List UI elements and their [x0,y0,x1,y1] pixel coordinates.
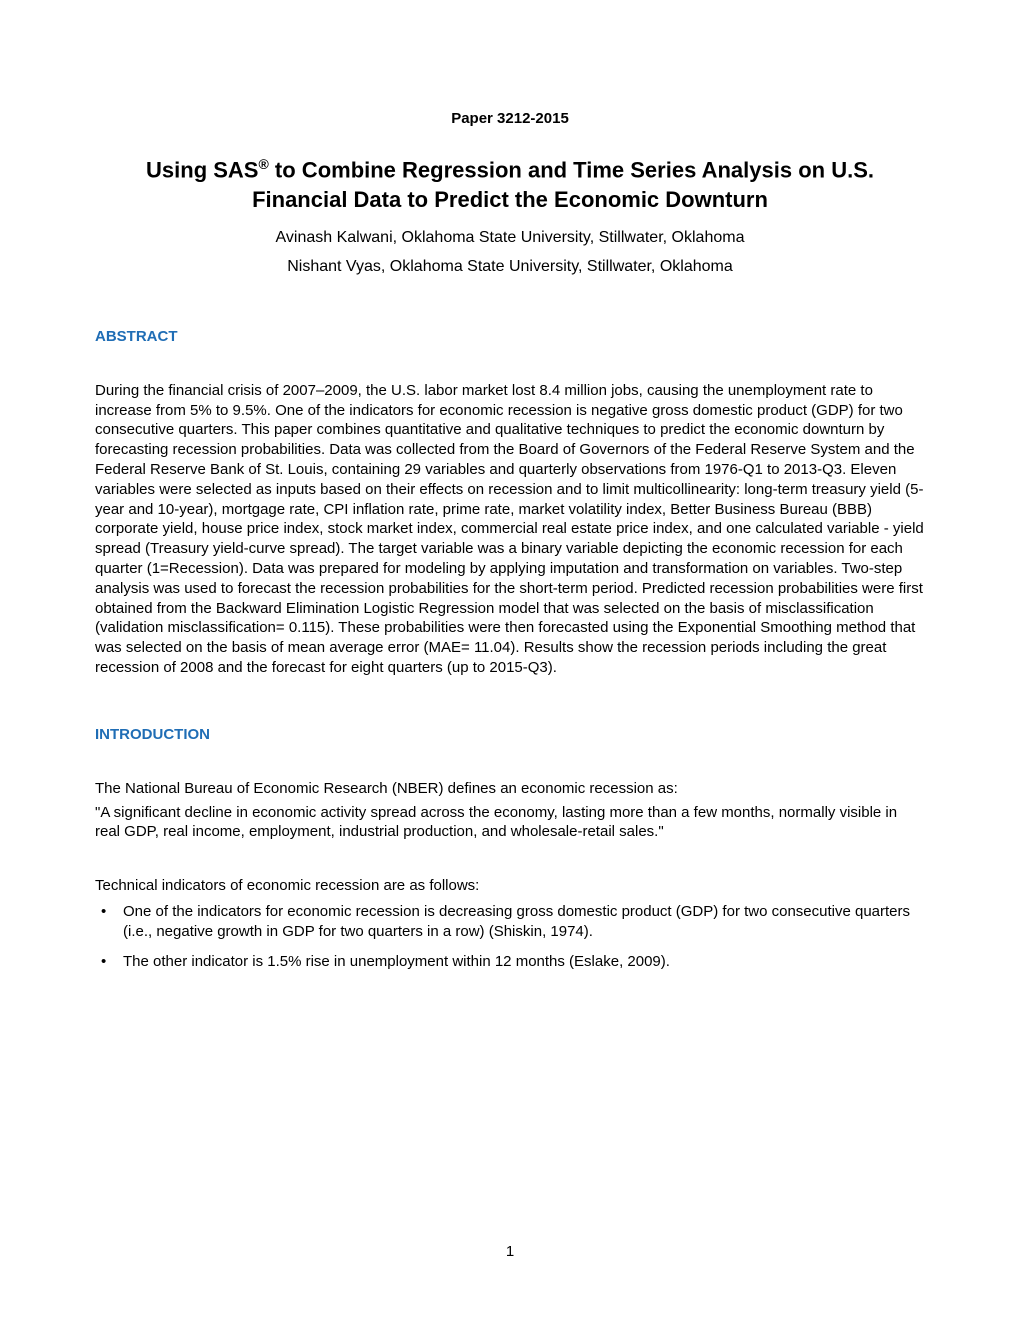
intro-para-3: Technical indicators of economic recessi… [95,876,925,896]
author-2: Nishant Vyas, Oklahoma State University,… [95,254,925,280]
intro-para-2: "A significant decline in economic activ… [95,803,925,843]
paper-title: Using SAS® to Combine Regression and Tim… [95,155,925,215]
title-text-1: Using SAS [146,157,258,182]
indicator-list: One of the indicators for economic reces… [95,902,925,971]
abstract-heading: ABSTRACT [95,328,925,345]
title-superscript: ® [258,156,268,172]
introduction-heading: INTRODUCTION [95,726,925,743]
author-1: Avinash Kalwani, Oklahoma State Universi… [95,225,925,251]
intro-para-1: The National Bureau of Economic Research… [95,779,925,799]
abstract-body: During the financial crisis of 2007–2009… [95,381,925,678]
title-text-1-cont: to Combine Regression and Time Series An… [269,157,874,182]
page-number: 1 [0,1243,1020,1260]
paper-number: Paper 3212-2015 [95,110,925,127]
list-item: The other indicator is 1.5% rise in unem… [123,952,925,972]
title-text-2: Financial Data to Predict the Economic D… [252,187,768,212]
list-item: One of the indicators for economic reces… [123,902,925,942]
